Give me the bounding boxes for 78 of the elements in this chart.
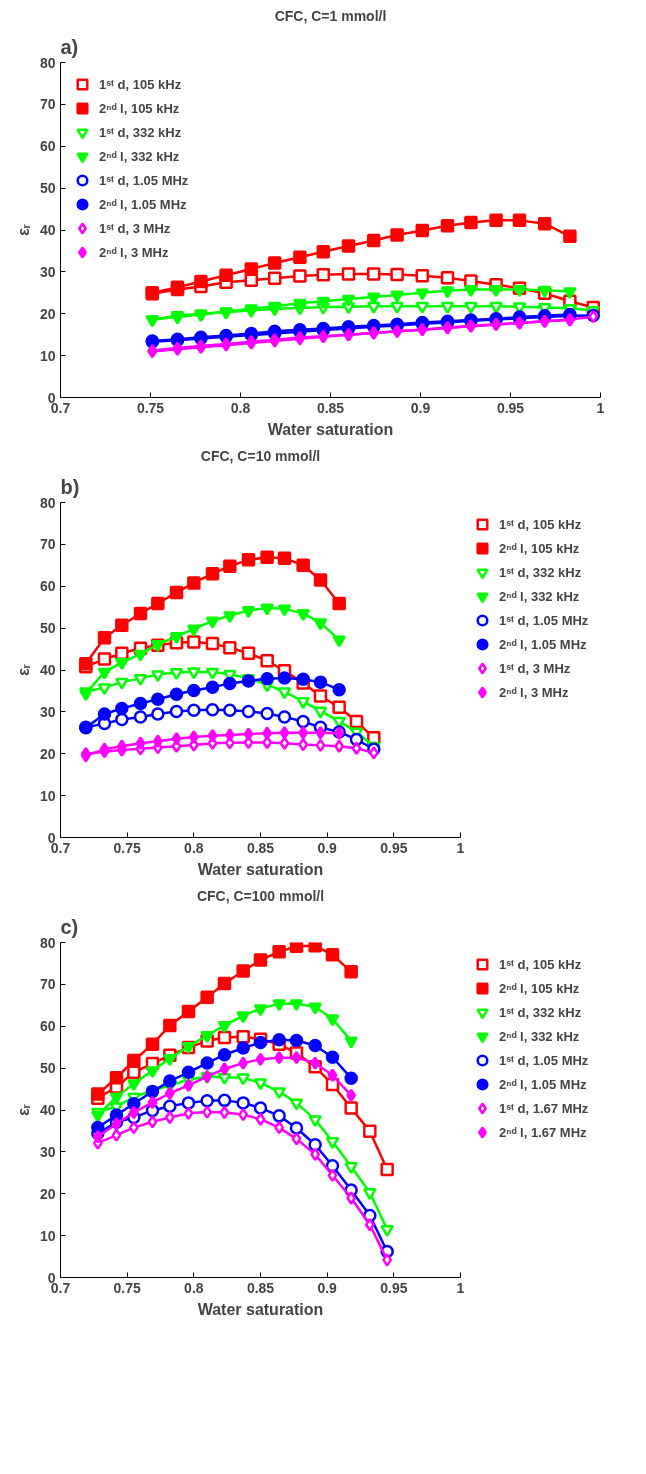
y-axis-title: εᵣ [14, 664, 32, 676]
text: a) [60, 35, 79, 58]
y-tick-label: 80 [39, 494, 56, 511]
x-axis-title: Water saturation [197, 860, 324, 878]
legend-label: 1ˢᵗ d, 1.05 MHz [499, 611, 589, 630]
y-tick-label: 50 [39, 620, 56, 637]
y-tick-label: 30 [39, 1143, 56, 1160]
text: b) [60, 475, 80, 498]
legend-label: 1ˢᵗ d, 1.05 MHz [499, 1051, 589, 1070]
x-tick-label: 0.75 [136, 399, 165, 416]
legend-label: 2ⁿᵈ l, 105 kHz [499, 539, 580, 558]
legend-label: 1ˢᵗ d, 332 kHz [499, 563, 582, 582]
legend-label: 2ⁿᵈ l, 105 kHz [99, 99, 180, 118]
legend-label: 2ⁿᵈ l, 3 MHz [99, 243, 169, 262]
x-tick-label: 0.75 [113, 1279, 141, 1296]
y-tick-label: 70 [39, 96, 56, 113]
legend-label: 2ⁿᵈ l, 3 MHz [499, 683, 569, 702]
legend-label: 1ˢᵗ d, 332 kHz [499, 1003, 582, 1022]
legend-label: 2ⁿᵈ l, 332 kHz [99, 147, 180, 166]
y-tick-label: 10 [39, 787, 56, 804]
x-tick-label: 0.95 [380, 1279, 408, 1296]
legend-label: 1ˢᵗ d, 105 kHz [99, 75, 182, 94]
y-tick-label: 80 [39, 54, 56, 71]
y-tick-label: 10 [39, 1227, 56, 1244]
y-axis-title: εᵣ [14, 1104, 32, 1116]
y-tick-label: 50 [39, 1060, 56, 1077]
x-tick-label: 0.85 [246, 839, 275, 856]
legend-label: 1ˢᵗ d, 332 kHz [99, 123, 182, 142]
x-axis-title: Water saturation [267, 420, 394, 438]
chart-title: CFC, C=100 mmol/l [196, 887, 325, 904]
y-tick-label: 40 [39, 662, 56, 678]
x-tick-label: 0.85 [246, 1279, 275, 1296]
text: c) [60, 915, 79, 938]
x-tick-label: 0.8 [230, 399, 251, 416]
legend-label: 2ⁿᵈ l, 1.67 MHz [499, 1123, 587, 1142]
y-tick-label: 30 [39, 703, 56, 720]
y-tick-label: 60 [39, 1018, 56, 1035]
y-tick-label: 20 [39, 1185, 56, 1202]
y-axis-title: εᵣ [14, 224, 32, 236]
x-tick-label: 1 [456, 1279, 465, 1296]
legend-label: 2ⁿᵈ l, 1.05 MHz [499, 635, 587, 654]
chart-title: CFC, C=1 mmol/l [274, 7, 387, 24]
legend-label: 2ⁿᵈ l, 332 kHz [499, 587, 580, 606]
x-tick-label: 0.8 [184, 839, 204, 856]
x-tick-label: 0.85 [316, 399, 345, 416]
legend-label: 1ˢᵗ d, 105 kHz [499, 515, 582, 534]
x-tick-label: 1 [596, 399, 605, 416]
y-tick-label: 40 [39, 222, 56, 238]
y-tick-label: 70 [39, 536, 56, 553]
legend-label: 2ⁿᵈ l, 1.05 MHz [499, 1075, 587, 1094]
chart-title: CFC, C=10 mmol/l [200, 447, 321, 464]
x-tick-label: 0.9 [317, 1279, 338, 1296]
legend-label: 1ˢᵗ d, 3 MHz [99, 219, 171, 238]
y-tick-label: 10 [39, 347, 56, 364]
x-tick-label: 0.9 [410, 399, 431, 416]
legend-label: 2ⁿᵈ l, 332 kHz [499, 1027, 580, 1046]
x-axis-title: Water saturation [197, 1300, 324, 1318]
legend-label: 1ˢᵗ d, 3 MHz [499, 659, 571, 678]
y-tick-label: 60 [39, 138, 56, 155]
y-tick-label: 80 [39, 934, 56, 951]
legend-label: 1ˢᵗ d, 1.67 MHz [499, 1099, 589, 1118]
x-tick-label: 0.8 [184, 1279, 204, 1296]
legend-label: 2ⁿᵈ l, 1.05 MHz [99, 195, 187, 214]
x-tick-label: 0.95 [380, 839, 408, 856]
y-tick-label: 20 [39, 745, 56, 762]
legend-label: 1ˢᵗ d, 1.05 MHz [99, 171, 189, 190]
y-tick-label: 30 [39, 263, 56, 280]
legend-label: 1ˢᵗ d, 105 kHz [499, 955, 582, 974]
legend-label: 2ⁿᵈ l, 105 kHz [499, 979, 580, 998]
y-tick-label: 60 [39, 578, 56, 595]
y-tick-label: 40 [39, 1102, 56, 1118]
y-tick-label: 50 [39, 180, 56, 197]
x-tick-label: 0.75 [113, 839, 141, 856]
x-tick-label: 0.9 [317, 839, 338, 856]
y-tick-label: 20 [39, 305, 56, 322]
y-tick-label: 70 [39, 976, 56, 993]
x-tick-label: 1 [456, 839, 465, 856]
x-tick-label: 0.95 [496, 399, 525, 416]
